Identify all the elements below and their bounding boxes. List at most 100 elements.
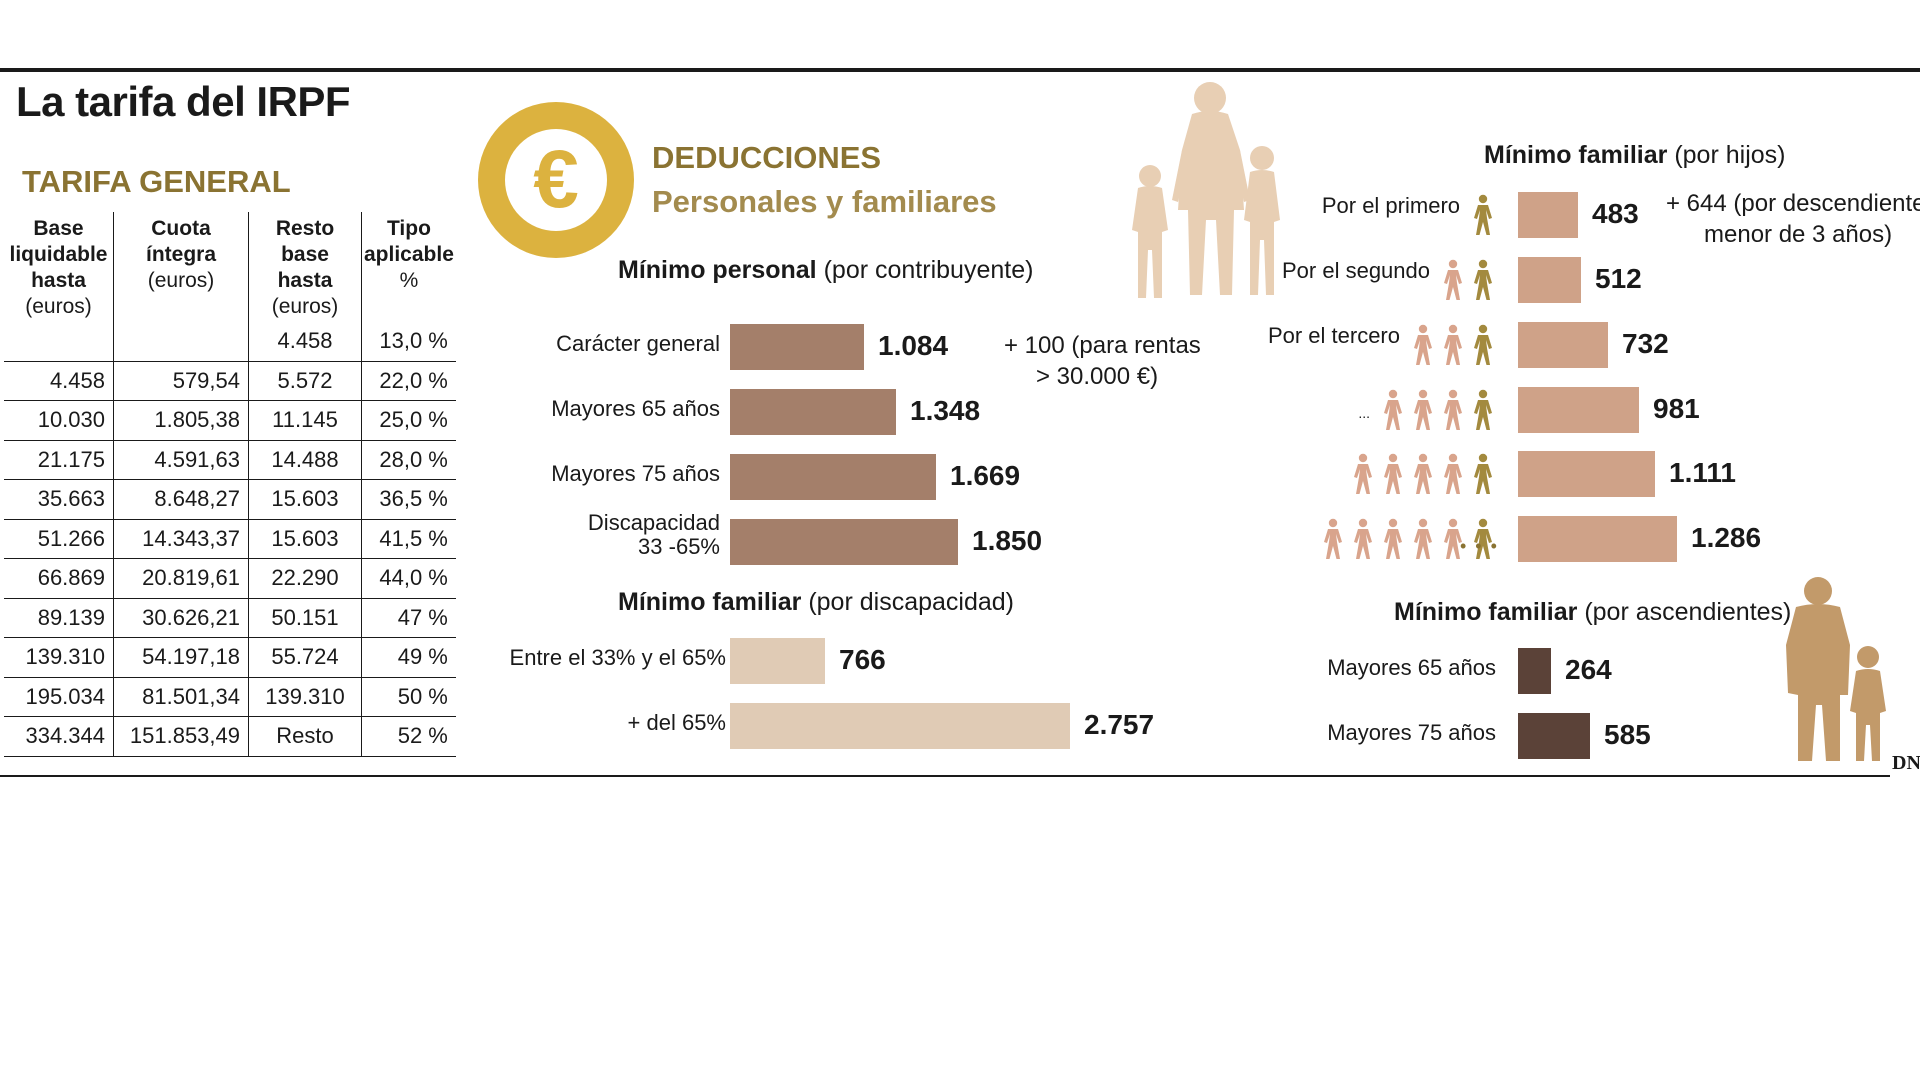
cell-cuota: 54.197,18: [113, 637, 249, 678]
hijos-dots: • • •: [1460, 536, 1499, 556]
cell-resto: 139.310: [248, 677, 362, 717]
cell-resto: 5.572: [248, 361, 362, 401]
discapacidad-heading-bold: Mínimo familiar: [618, 588, 802, 616]
personal-value-label: 1.348: [910, 395, 981, 426]
person-icon: [1444, 259, 1462, 300]
ascendientes-heading-paren: (por ascendientes): [1584, 598, 1792, 626]
person-icon: [1384, 453, 1402, 494]
header-resto-label: Resto base hasta: [275, 217, 335, 292]
ascendientes-silhouette-icon: [1786, 577, 1886, 761]
cell-tipo: 44,0 %: [361, 558, 456, 599]
cell-base: 139.310: [4, 637, 114, 678]
discapacidad-heading: Mínimo familiar (por discapacidad): [618, 588, 1014, 617]
person-icon: [1354, 453, 1372, 494]
hijos-heading-paren: (por hijos): [1674, 141, 1786, 169]
hijos-value-label: 483: [1592, 198, 1639, 229]
header-cuota: Cuota íntegra (euros): [113, 212, 249, 322]
children-icons: [1350, 453, 1496, 495]
children-icons: [1440, 259, 1496, 301]
cell-base: 66.869: [4, 558, 114, 599]
cell-base: [4, 322, 114, 362]
hijos-value-label: 1.286: [1691, 522, 1762, 553]
cell-tipo: 22,0 %: [361, 361, 456, 401]
person-icon: [1444, 518, 1462, 559]
cell-cuota: 81.501,34: [113, 677, 249, 717]
person-icon: [1474, 194, 1492, 235]
ascendientes-category-label: Mayores 65 años: [1327, 655, 1496, 680]
tarifa-title: TARIFA GENERAL: [22, 164, 291, 199]
cell-tipo: 49 %: [361, 637, 456, 678]
tarifa-body: 4.458 13,0 % 4.458 579,54 5.572 22,0 % 10.030 1…: [4, 322, 456, 757]
bottom-rule: [0, 775, 1890, 777]
hijos-note-2: menor de 3 años): [1704, 221, 1893, 248]
euro-coin-face: [505, 129, 607, 231]
personal-category-label: Carácter general: [556, 331, 720, 356]
cell-cuota: 579,54: [113, 361, 249, 401]
hijos-category-label: Por el tercero: [1267, 323, 1400, 348]
deducciones-title: DEDUCCIONES: [652, 140, 882, 175]
header-resto-unit: (euros): [271, 295, 339, 318]
table-row: 21.175 4.591,63 14.488 28,0 %: [4, 440, 456, 480]
hijos-value-label: 512: [1595, 263, 1642, 294]
cell-resto: 50.151: [248, 598, 362, 638]
ascendientes-heading: Mínimo familiar (por ascendientes): [1394, 598, 1791, 627]
ascendientes-bar: [1518, 648, 1551, 694]
person-icon: [1414, 518, 1432, 559]
header-base: Base liquidable hasta (euros): [4, 212, 114, 322]
hijos-bar: [1518, 192, 1578, 238]
children-icons: [1410, 324, 1496, 366]
hijos-category-label: Por el primero: [1321, 193, 1460, 218]
hijos-value-label: 732: [1622, 328, 1669, 359]
cell-base: 21.175: [4, 440, 114, 480]
cell-base: 195.034: [4, 677, 114, 717]
discapacidad-value-label: 766: [839, 644, 886, 675]
cell-resto: 55.724: [248, 637, 362, 678]
personal-heading: Mínimo personal (por contribuyente): [618, 256, 1033, 285]
top-rule: [0, 68, 1920, 72]
hijos-bar: [1518, 516, 1677, 562]
cell-cuota: 1.805,38: [113, 400, 249, 441]
cell-cuota: 30.626,21: [113, 598, 249, 638]
hijos-bar: [1518, 322, 1608, 368]
header-tipo-label: Tipo aplicable: [364, 217, 454, 266]
ascendientes-bar: [1518, 713, 1590, 759]
hijos-bar: [1518, 387, 1639, 433]
header-base-label: Base liquidable hasta: [9, 217, 108, 292]
person-icon: [1414, 324, 1432, 365]
person-icon: [1444, 324, 1462, 365]
person-icon: [1474, 324, 1492, 365]
person-icon: [1474, 389, 1492, 430]
cell-tipo: 13,0 %: [361, 322, 456, 362]
personal-value-label: 1.669: [950, 460, 1021, 491]
personal-value-label: 1.084: [878, 330, 949, 361]
tarifa-table: Base liquidable hasta (euros) Cuota ínte…: [4, 212, 456, 757]
personal-heading-bold: Mínimo personal: [618, 256, 817, 284]
cell-resto: Resto: [248, 716, 362, 757]
discapacidad-value-label: 2.757: [1084, 709, 1155, 740]
cell-cuota: 151.853,49: [113, 716, 249, 757]
table-row: 195.034 81.501,34 139.310 50 %: [4, 677, 456, 717]
cell-resto: 14.488: [248, 440, 362, 480]
cell-cuota: 8.648,27: [113, 479, 249, 520]
ascendientes-value-label: 585: [1604, 719, 1651, 750]
header-tipo: Tipo aplicable %: [362, 212, 456, 322]
children-icons: [1380, 389, 1496, 431]
hijos-bar: [1518, 257, 1581, 303]
deducciones-subtitle: Personales y familiares: [652, 184, 997, 219]
person-icon: [1354, 518, 1372, 559]
cell-cuota: [113, 322, 249, 362]
cell-base: 334.344: [4, 716, 114, 757]
hijos-value-label: 981: [1653, 393, 1700, 424]
hijos-value-label: 1.111: [1669, 457, 1736, 488]
hijos-category-label: Por el segundo: [1282, 258, 1430, 283]
personal-value-label: 1.850: [972, 525, 1043, 556]
table-row: 4.458 13,0 %: [4, 322, 456, 362]
cell-tipo: 52 %: [361, 716, 456, 757]
person-icon: [1414, 453, 1432, 494]
person-icon: [1384, 518, 1402, 559]
discapacidad-heading-paren: (por discapacidad): [808, 588, 1014, 616]
hijos-heading: Mínimo familiar (por hijos): [1484, 141, 1785, 170]
cell-base: 10.030: [4, 400, 114, 441]
header-tipo-unit: %: [399, 269, 419, 292]
person-icon: [1324, 518, 1342, 559]
